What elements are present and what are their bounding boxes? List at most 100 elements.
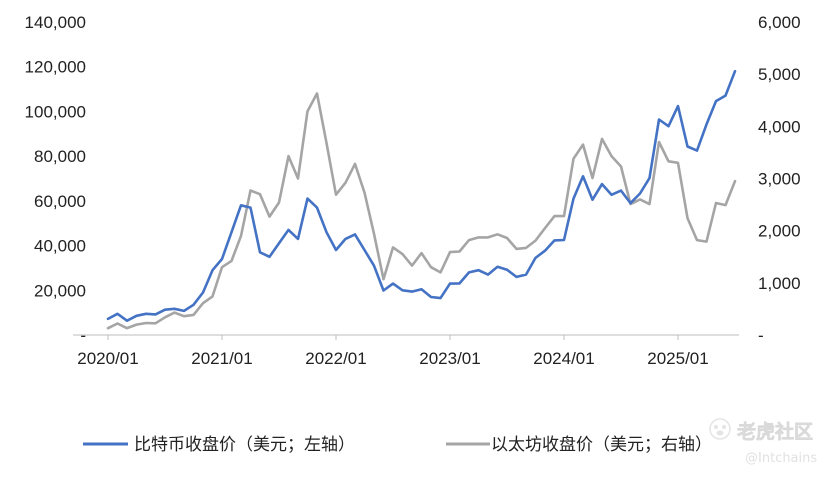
eth-data-point bbox=[572, 157, 575, 160]
eth-data-point bbox=[430, 266, 432, 269]
eth-data-point bbox=[344, 181, 347, 184]
eth-data-point bbox=[639, 198, 641, 201]
btc-data-point bbox=[534, 257, 537, 259]
y-right-tick-label: - bbox=[758, 326, 764, 345]
btc-data-point bbox=[658, 118, 660, 121]
btc-data-point bbox=[449, 282, 451, 285]
btc-data-point bbox=[249, 206, 252, 209]
eth-data-point bbox=[230, 260, 233, 262]
eth-data-point bbox=[316, 92, 318, 95]
eth-data-point bbox=[401, 253, 404, 255]
btc-data-point bbox=[477, 269, 480, 272]
eth-data-point bbox=[363, 191, 366, 194]
watermark-name: 老虎社区 bbox=[737, 420, 813, 443]
legend-label-btc: 比特币收盘价（美元；左轴） bbox=[134, 435, 355, 455]
y-left-tick-label: 120,000 bbox=[25, 58, 86, 77]
btc-data-point bbox=[126, 319, 128, 322]
eth-data-point bbox=[145, 322, 147, 324]
btc-data-point bbox=[563, 239, 565, 241]
x-tick-label: 2020/01 bbox=[77, 349, 138, 368]
btc-data-point bbox=[164, 308, 166, 311]
y-right-tick-label: 4,000 bbox=[758, 117, 801, 136]
eth-data-point bbox=[173, 311, 176, 314]
eth-data-point bbox=[534, 239, 537, 242]
eth-data-point bbox=[107, 327, 109, 330]
btc-data-point bbox=[468, 271, 470, 274]
eth-data-point bbox=[734, 180, 736, 182]
btc-data-point bbox=[696, 149, 698, 152]
series-layer bbox=[106, 69, 737, 330]
watermark: 老虎社区 @Intchains bbox=[709, 418, 817, 466]
eth-data-point bbox=[325, 142, 328, 144]
btc-data-point bbox=[677, 105, 679, 107]
btc-data-point bbox=[582, 175, 584, 178]
btc-data-point bbox=[705, 123, 708, 126]
eth-data-point bbox=[354, 163, 356, 165]
y-right-tick-label: 3,000 bbox=[758, 170, 801, 189]
eth-data-point bbox=[525, 247, 527, 249]
btc-data-point bbox=[344, 238, 347, 240]
btc-data-point bbox=[591, 198, 594, 201]
eth-data-point bbox=[183, 315, 185, 318]
eth-data-point bbox=[610, 155, 613, 157]
btc-data-point bbox=[211, 269, 214, 272]
eth-data-point bbox=[202, 302, 204, 305]
btc-data-point bbox=[430, 296, 432, 298]
eth-data-point bbox=[249, 189, 252, 192]
eth-data-point bbox=[553, 215, 556, 217]
btc-data-point bbox=[135, 315, 138, 317]
eth-data-point bbox=[582, 143, 584, 146]
eth-data-point bbox=[601, 138, 603, 140]
legend-label-eth: 以太坊收盘价（美元；右轴） bbox=[491, 435, 712, 455]
eth-data-point bbox=[192, 314, 195, 316]
eth-data-point bbox=[240, 235, 242, 237]
btc-data-point bbox=[411, 290, 413, 293]
eth-data-point bbox=[477, 236, 480, 239]
eth-data-point bbox=[164, 316, 166, 319]
btc-data-point bbox=[515, 276, 518, 278]
btc-data-point bbox=[240, 204, 242, 207]
btc-data-point bbox=[325, 231, 328, 233]
btc-data-point bbox=[259, 251, 261, 254]
eth-data-point bbox=[658, 141, 660, 143]
eth-data-point bbox=[667, 160, 670, 163]
btc-data-point bbox=[202, 291, 204, 294]
btc-data-point bbox=[306, 197, 309, 200]
eth-data-point bbox=[506, 237, 508, 239]
eth-data-point bbox=[620, 165, 622, 168]
eth-data-point bbox=[715, 202, 717, 204]
x-axis-ticks: 2020/01 2021/01 2022/01 2023/01 2024/01 2025/… bbox=[77, 335, 709, 368]
btc-data-point bbox=[610, 194, 613, 196]
btc-data-point bbox=[544, 249, 546, 252]
eth-data-point bbox=[116, 322, 119, 325]
eth-data-point bbox=[287, 155, 290, 157]
x-tick-label: 2023/01 bbox=[419, 349, 480, 368]
btc-price-line bbox=[106, 69, 737, 322]
btc-data-point bbox=[420, 288, 423, 291]
eth-data-point bbox=[563, 215, 565, 217]
eth-data-point bbox=[544, 227, 546, 229]
y-right-tick-label: 1,000 bbox=[758, 274, 801, 293]
btc-data-point bbox=[268, 255, 271, 258]
eth-data-point bbox=[221, 266, 223, 269]
y-left-tick-label: 80,000 bbox=[34, 147, 86, 166]
btc-data-point bbox=[183, 310, 185, 312]
btc-data-point bbox=[439, 297, 442, 299]
eth-data-point bbox=[420, 252, 423, 254]
eth-data-point bbox=[458, 250, 461, 253]
btc-data-point bbox=[382, 289, 385, 292]
btc-data-point bbox=[496, 266, 499, 268]
btc-data-point bbox=[116, 313, 119, 315]
left-axis-ticks: -20,00040,00060,00080,000100,000120,0001… bbox=[25, 13, 86, 345]
eth-data-point bbox=[696, 239, 698, 241]
x-tick-label: 2025/01 bbox=[647, 349, 708, 368]
eth-data-point bbox=[411, 264, 413, 267]
btc-data-point bbox=[724, 94, 727, 97]
btc-data-point bbox=[572, 197, 575, 200]
btc-data-point bbox=[173, 308, 176, 310]
btc-data-point bbox=[278, 242, 280, 245]
eth-data-point bbox=[259, 193, 261, 195]
eth-data-point bbox=[278, 201, 280, 204]
eth-data-point bbox=[382, 278, 385, 281]
